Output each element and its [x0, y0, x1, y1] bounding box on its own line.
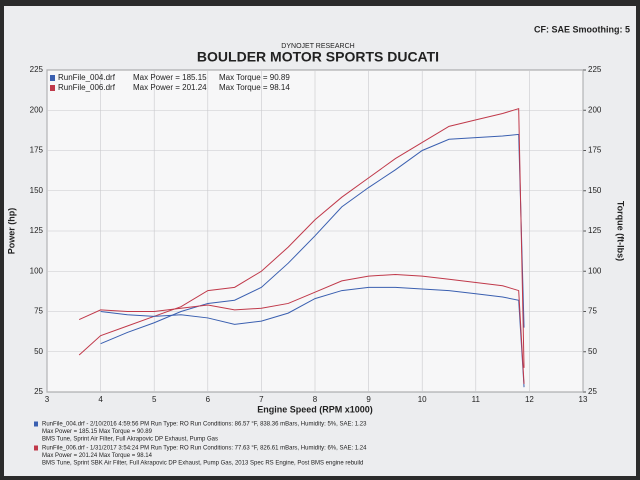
legend-swatch — [50, 85, 55, 91]
y-tick-label: 150 — [30, 186, 44, 195]
note-text: RunFile_006.drf - 1/31/2017 3:54:24 PM R… — [42, 446, 367, 452]
y2-tick-label: 125 — [588, 226, 602, 235]
x-tick-label: 9 — [366, 395, 371, 404]
header-right: CF: SAE Smoothing: 5 — [534, 24, 630, 34]
x-tick-label: 4 — [98, 395, 103, 404]
note-text: BMS Tune, Sprint SBK Air Filter, Full Ak… — [42, 461, 363, 467]
note-swatch — [34, 421, 38, 427]
x-tick-label: 10 — [418, 395, 427, 404]
y-tick-label: 225 — [30, 65, 44, 74]
y2-tick-label: 175 — [588, 146, 602, 155]
x-tick-label: 5 — [152, 395, 157, 404]
y-tick-label: 50 — [34, 347, 43, 356]
x-tick-label: 12 — [525, 395, 534, 404]
legend-note: Max Torque = 98.14 — [219, 83, 290, 92]
x-tick-label: 6 — [206, 395, 211, 404]
x-tick-label: 11 — [472, 395, 481, 404]
y2-tick-label: 75 — [588, 307, 597, 316]
y-axis-label: Power (hp) — [6, 208, 16, 255]
y2-tick-label: 100 — [588, 266, 602, 275]
y-tick-label: 75 — [34, 307, 43, 316]
chart-title: BOULDER MOTOR SPORTS DUCATI — [197, 49, 439, 65]
line — [100, 286, 525, 388]
line — [100, 133, 525, 345]
note-text: Max Power = 185.15 Max Torque = 90.89 — [42, 429, 153, 435]
y-tick-label: 25 — [34, 387, 43, 396]
y-tick-label: 175 — [30, 146, 44, 155]
line — [78, 273, 525, 384]
y2-tick-label: 200 — [588, 105, 602, 114]
note-text: Max Power = 201.24 Max Torque = 98.14 — [42, 453, 153, 459]
legend-note: Max Torque = 90.89 — [219, 73, 290, 82]
x-tick-label: 13 — [579, 395, 588, 404]
legend-note: Max Power = 185.15 — [133, 73, 207, 82]
chart-subtitle: DYNOJET RESEARCH — [281, 43, 354, 50]
legend-note: Max Power = 201.24 — [133, 83, 207, 92]
y2-tick-label: 150 — [588, 186, 602, 195]
y2-axis-label: Torque (ft-lbs) — [616, 201, 626, 261]
x-tick-label: 3 — [45, 395, 50, 404]
note-text: BMS Tune, Sprint Air Filter, Full Akrapo… — [42, 437, 218, 443]
y-tick-label: 100 — [30, 266, 44, 275]
x-tick-label: 8 — [313, 395, 318, 404]
x-axis-label: Engine Speed (RPM x1000) — [257, 404, 373, 414]
note-swatch — [34, 445, 38, 451]
note-text: RunFile_004.drf - 2/10/2016 4:59:56 PM R… — [42, 422, 367, 428]
y2-tick-label: 225 — [588, 65, 602, 74]
legend-label: RunFile_006.drf — [58, 83, 116, 92]
y2-tick-label: 50 — [588, 347, 597, 356]
legend-swatch — [50, 75, 55, 81]
y2-tick-label: 25 — [588, 387, 597, 396]
y-tick-label: 125 — [30, 226, 44, 235]
y-tick-label: 200 — [30, 105, 44, 114]
x-tick-label: 7 — [259, 395, 264, 404]
legend-label: RunFile_004.drf — [58, 73, 116, 82]
